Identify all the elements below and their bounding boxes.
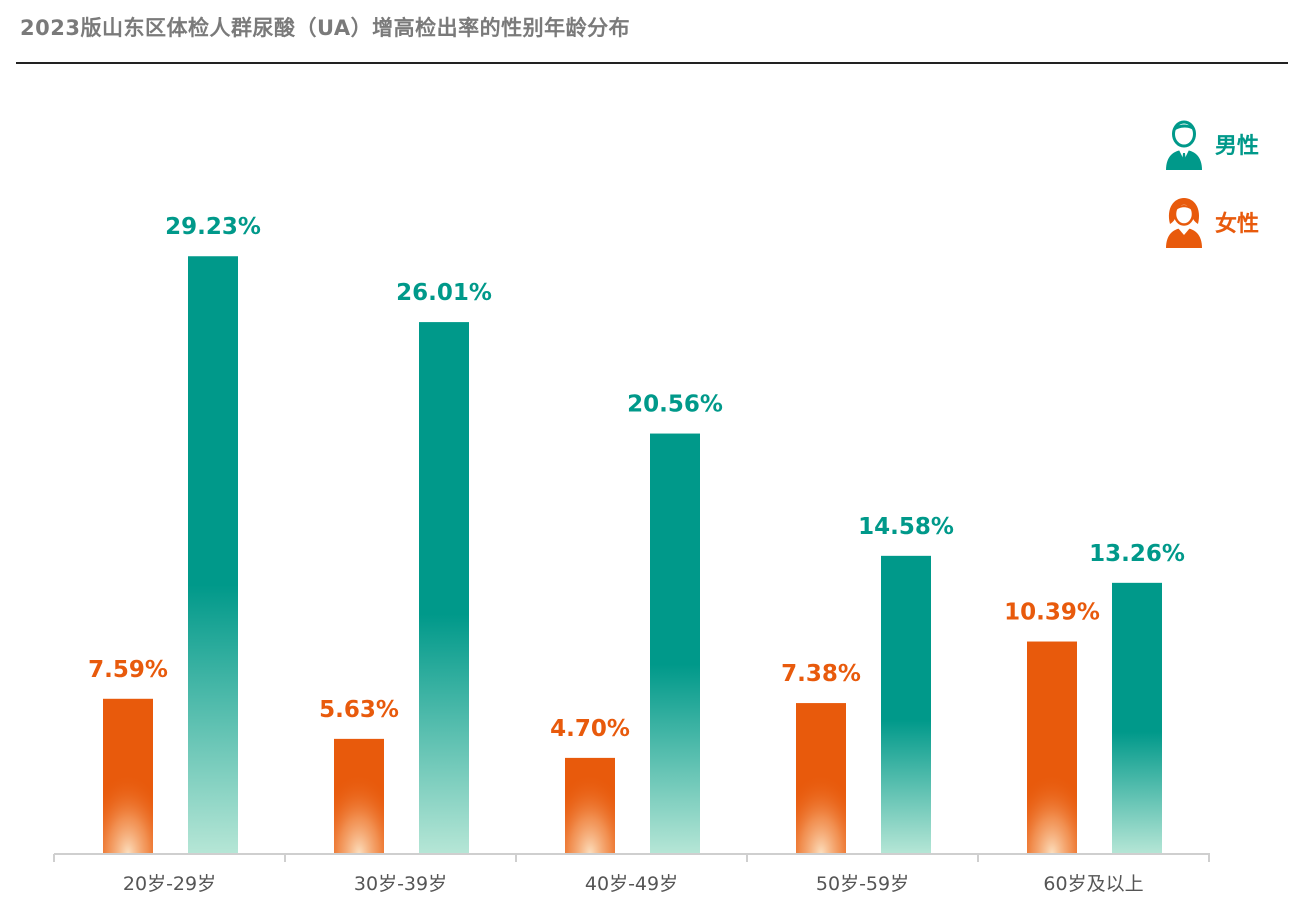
x-tick-label-1: 20岁-29岁 [123, 873, 216, 895]
value-labels-layer: 7.59% 29.23% 5.63% 26.01% 4.70% 20.56% 7.38% 14… [88, 214, 1185, 742]
bar-male-2 [419, 322, 469, 855]
male-person-icon [1166, 120, 1202, 170]
bar-male-3 [650, 433, 700, 854]
bar-female-glow-2 [334, 764, 384, 854]
bar-male-4 [881, 555, 931, 854]
bar-female-glow-4 [796, 764, 846, 854]
x-tick-label-2: 30岁-39岁 [354, 873, 447, 895]
legend-item-male: 男性 [1166, 120, 1259, 170]
value-label-male-4: 14.58% [858, 514, 954, 540]
value-label-male-3: 20.56% [627, 392, 723, 418]
value-label-female-3: 4.70% [550, 716, 630, 742]
bar-male-1 [188, 256, 238, 855]
value-label-female-2: 5.63% [319, 697, 399, 723]
legend-label-male: 男性 [1215, 134, 1259, 159]
chart-title: 2023版山东区体检人群尿酸（UA）增高检出率的性别年龄分布 [20, 16, 631, 40]
value-label-male-2: 26.01% [396, 280, 492, 306]
x-axis-ticks: 20岁-29岁 30岁-39岁 40岁-49岁 50岁-59岁 60岁及以上 [53, 854, 1210, 895]
x-tick-label-5: 60岁及以上 [1043, 873, 1143, 895]
legend: 男性 女性 [1166, 120, 1259, 248]
value-label-female-4: 7.38% [781, 661, 861, 687]
x-tick-label-4: 50岁-59岁 [816, 873, 909, 895]
x-tick-label-3: 40岁-49岁 [585, 873, 678, 895]
value-label-male-5: 13.26% [1089, 541, 1185, 567]
bar-female-glow-5 [1027, 764, 1077, 854]
bars-layer [103, 256, 1162, 855]
bar-female-glow-3 [565, 764, 615, 854]
bar-male-5 [1112, 582, 1162, 854]
title-divider [16, 62, 1288, 64]
legend-item-female: 女性 [1166, 198, 1259, 248]
legend-label-female: 女性 [1215, 211, 1259, 237]
bar-female-glow-1 [103, 764, 153, 854]
value-label-female-1: 7.59% [88, 657, 168, 683]
value-label-male-1: 29.23% [165, 214, 261, 240]
value-label-female-5: 10.39% [1004, 600, 1100, 626]
female-person-icon [1166, 198, 1202, 248]
